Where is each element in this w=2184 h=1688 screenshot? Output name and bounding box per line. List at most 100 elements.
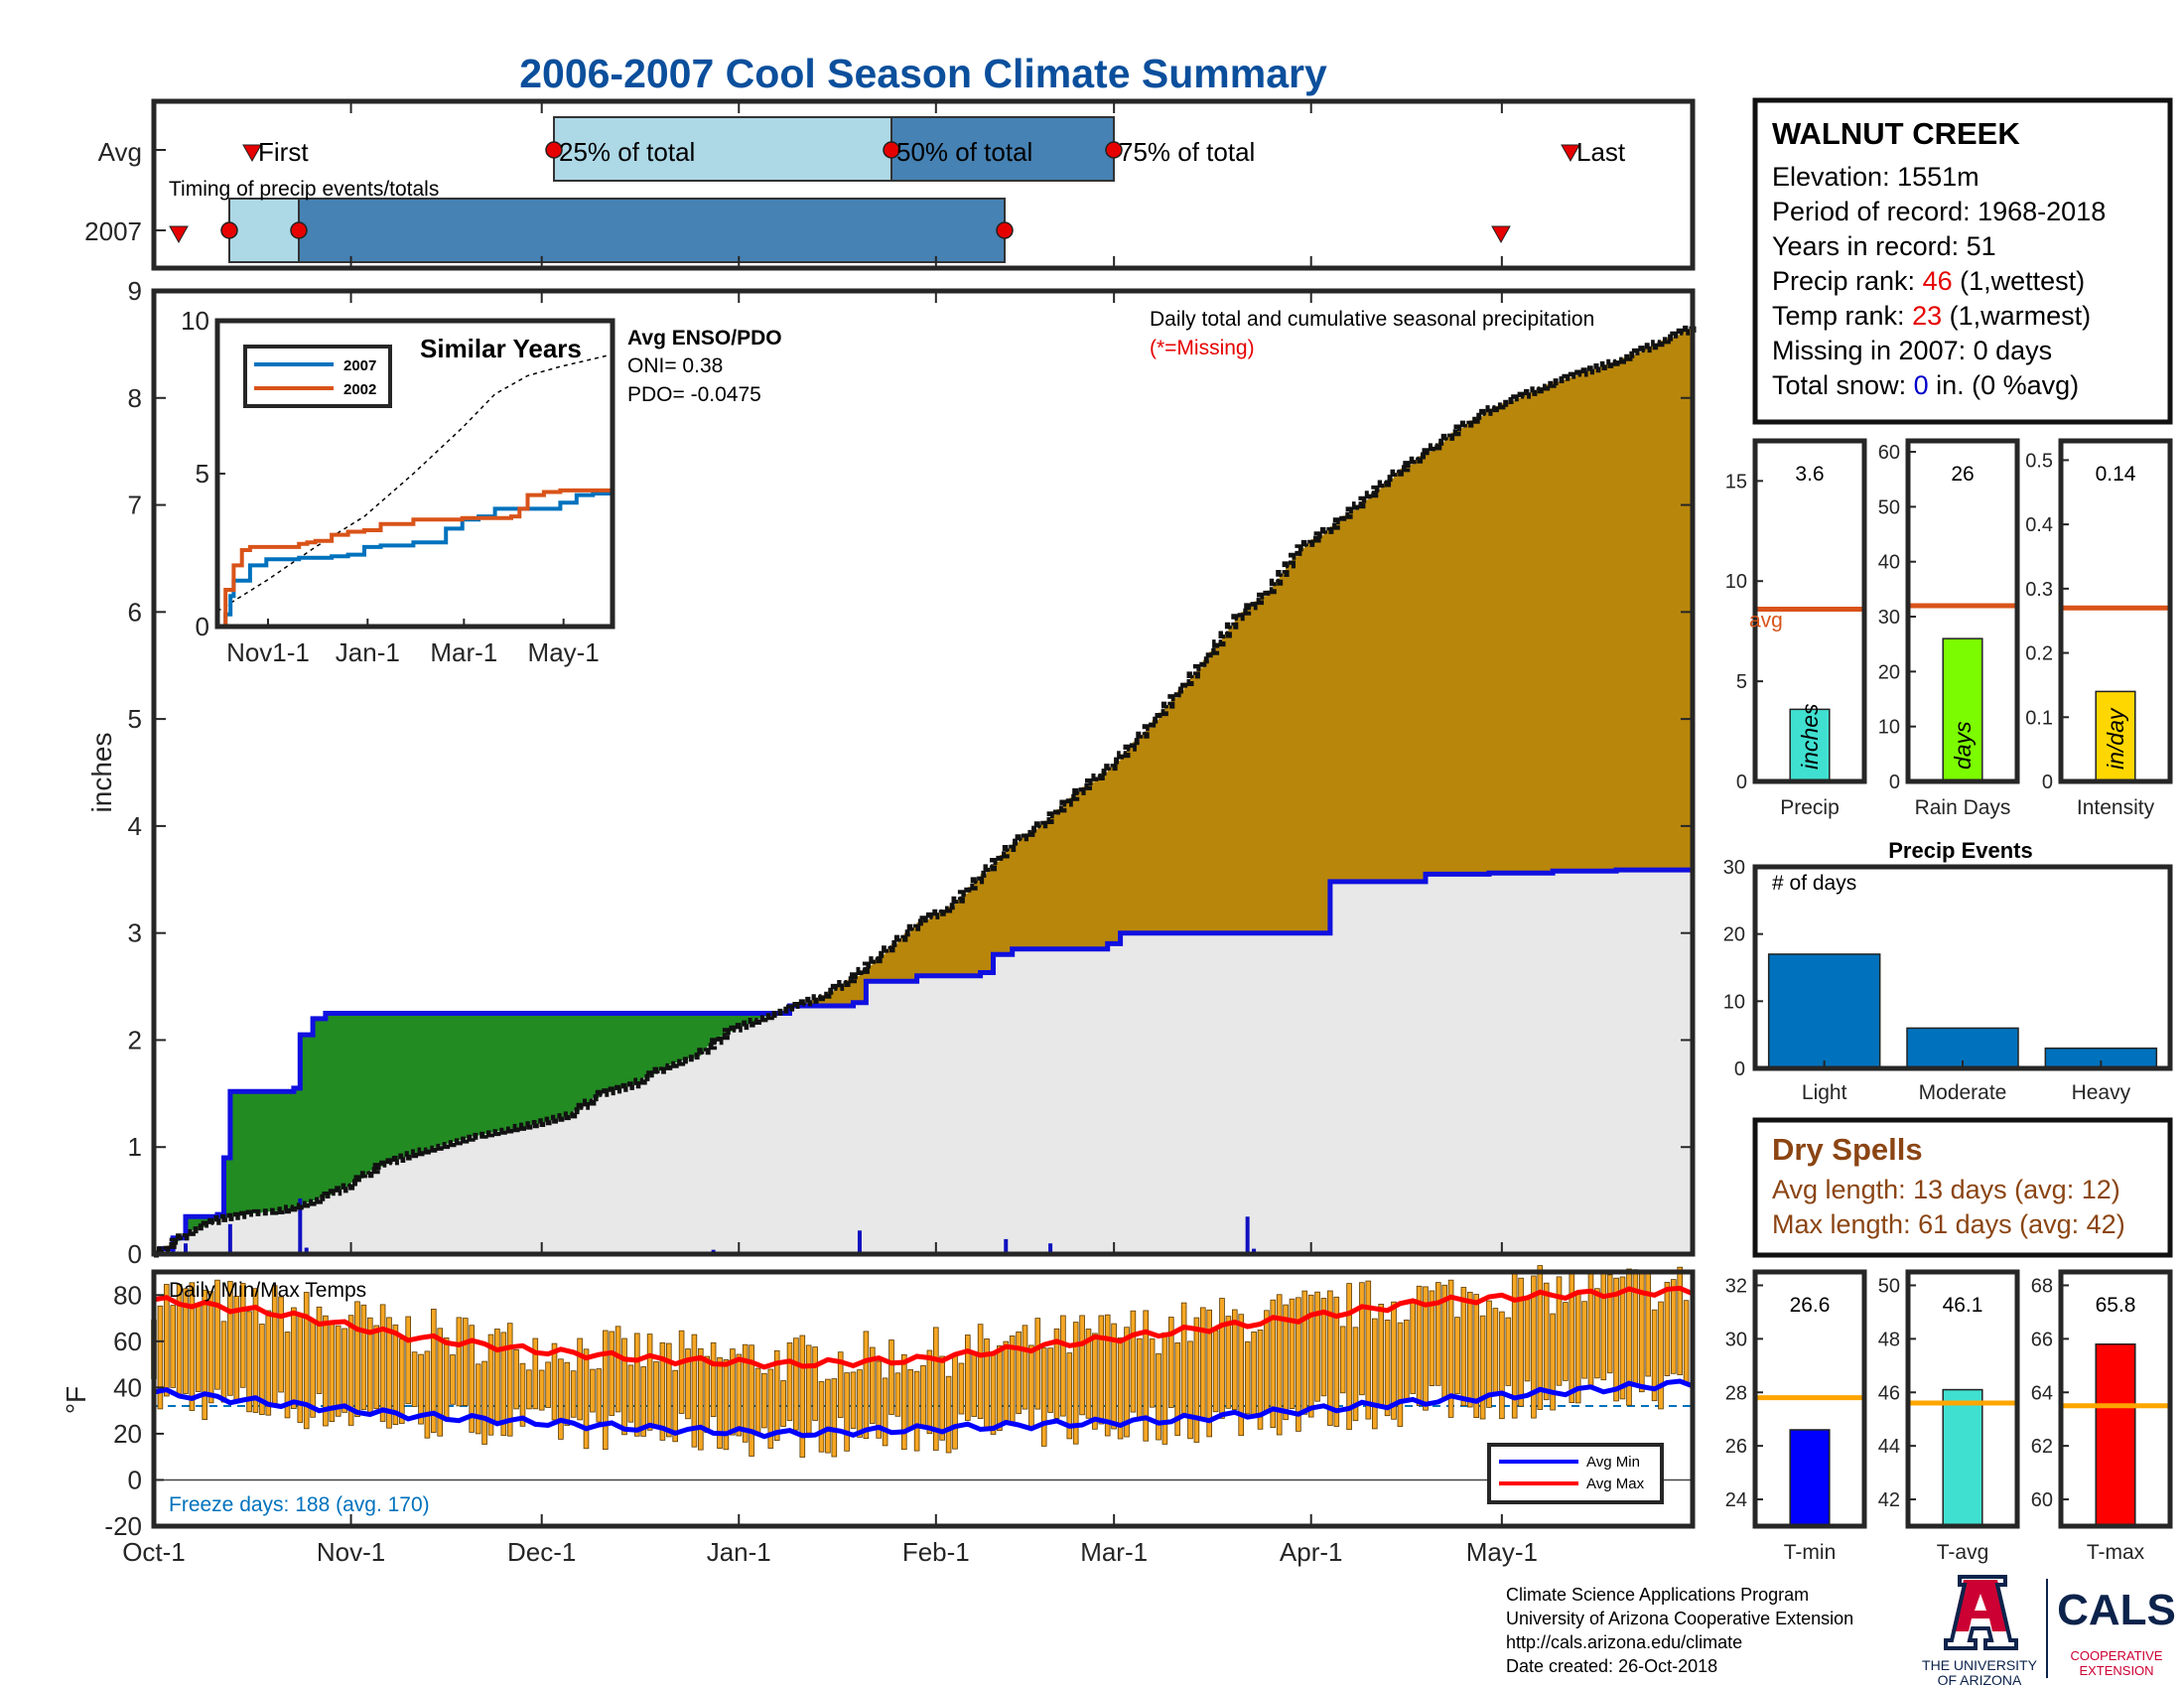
daily-temp-bar	[1276, 1294, 1283, 1436]
mini-chart-bar	[1789, 708, 1831, 782]
daily-temp-bar	[1137, 1337, 1143, 1419]
main-ytick-label: 8	[128, 383, 142, 413]
main-ytick-label: 1	[128, 1132, 142, 1162]
daily-temp-bar	[627, 1364, 634, 1423]
daily-temp-bar	[1518, 1277, 1524, 1407]
daily-temp-bar	[958, 1362, 965, 1415]
timing-row-2007: 2007	[84, 216, 142, 246]
y2007-rest-bar	[298, 198, 1006, 263]
daily-temp-bar	[1187, 1340, 1193, 1440]
daily-temp-bar	[239, 1283, 246, 1388]
inset-legend-2002: 2002	[343, 381, 376, 398]
station-precip-rank: Precip rank: 46 (1,wettest)	[1772, 266, 2085, 296]
avg-25pct-label: 25% of total	[559, 137, 695, 167]
temperature-panel: 80 60 40 20 0 -20 Oct-1 Nov-1 Dec-1 Jan-1 Feb-1 Ma…	[61, 1265, 1696, 1567]
average-cumulative-line	[154, 867, 1696, 1257]
footer-line-3: http://cals.arizona.edu/climate	[1506, 1632, 1742, 1652]
mini-chart-frame	[1752, 1269, 1867, 1529]
daily-temp-bar	[1270, 1299, 1277, 1428]
daily-temp-bar	[1333, 1296, 1340, 1427]
mini-chart-frame	[1905, 438, 2020, 784]
events-ytick-label: 20	[1723, 924, 1745, 946]
main-ytick-label: 7	[128, 491, 142, 520]
events-bars	[1767, 953, 2158, 1069]
daily-temp-bar	[411, 1351, 418, 1407]
daily-temp-bar	[506, 1323, 513, 1437]
dry-spells-box: Dry Spells Avg length: 13 days (avg: 12)…	[1752, 1117, 2173, 1258]
daily-temp-bar	[945, 1375, 952, 1454]
figure-title: 2006-2007 Cool Season Climate Summary	[519, 51, 1327, 96]
month-label: Nov-1	[317, 1537, 385, 1567]
mini-chart-category-label: T-min	[1784, 1541, 1837, 1564]
season-temps-mini-charts: 24 26 28 30 32 26.6 T-min 42 44 46 48 50 46.1 T-avg 60…	[1725, 1269, 2173, 1564]
mini-chart-ytick-label: 0.2	[2025, 643, 2053, 665]
daily-temp-bar	[259, 1324, 265, 1415]
avg-last-label: Last	[1576, 137, 1626, 167]
mini-chart-ytick-label: 64	[2031, 1382, 2053, 1404]
mini-chart-bar	[2095, 1343, 2136, 1527]
cumulative-above-average-fill	[166, 326, 1693, 1249]
daily-temp-bar	[672, 1369, 678, 1443]
mini-chart-ytick-label: 48	[1878, 1329, 1900, 1350]
y2007-last-marker	[1491, 225, 1511, 244]
daily-temp-bar	[379, 1304, 386, 1422]
daily-temp-range-bars	[151, 1265, 1690, 1458]
daily-temp-bar	[837, 1351, 844, 1418]
daily-temp-bar	[1563, 1302, 1569, 1381]
daily-temp-bar	[570, 1370, 577, 1418]
daily-temp-bar	[1492, 1308, 1499, 1395]
daily-temp-bar	[1606, 1274, 1613, 1374]
mini-chart-ytick-label: 10	[1725, 571, 1747, 593]
daily-temp-bar	[1639, 1270, 1645, 1393]
avg-first-quarter-bar	[553, 116, 892, 182]
month-label: Feb-1	[902, 1537, 970, 1567]
daily-temp-bar	[1143, 1310, 1150, 1442]
precip-rank-value: 46	[1923, 266, 1953, 296]
timing-panel: Avg 2007 Timing of precip events/totals …	[84, 98, 1696, 271]
daily-temp-bar	[640, 1366, 646, 1437]
daily-temp-bar	[1587, 1269, 1594, 1387]
daily-temp-bar	[965, 1335, 971, 1421]
mini-chart-ytick-label: 24	[1725, 1489, 1747, 1511]
daily-temp-bar	[1600, 1271, 1607, 1381]
daily-temp-bar	[1473, 1294, 1480, 1418]
mini-chart-frame	[2058, 438, 2173, 784]
daily-temp-bar	[894, 1372, 901, 1417]
daily-temp-bar	[698, 1347, 704, 1451]
mini-chart-frame	[1905, 1269, 2020, 1529]
daily-temp-bar	[170, 1305, 177, 1388]
daily-temp-bar	[437, 1328, 443, 1437]
temp-ylabel: °F	[61, 1386, 91, 1414]
daily-temp-bar	[1435, 1282, 1441, 1386]
daily-temp-bar	[303, 1292, 310, 1430]
daily-temp-bar	[773, 1349, 780, 1442]
temp-plot-frame	[151, 1269, 1696, 1529]
daily-temp-bar	[538, 1369, 545, 1411]
daily-precip-bar	[184, 1243, 189, 1254]
daily-temp-bar	[487, 1334, 494, 1436]
daily-precip-bar	[1048, 1243, 1053, 1254]
station-elevation: Elevation: 1551m	[1772, 162, 1979, 192]
daily-temp-bar	[1543, 1282, 1550, 1401]
daily-temp-bar	[373, 1325, 379, 1410]
mini-chart-ytick-label: 10	[1878, 717, 1900, 739]
month-label: Jan-1	[707, 1537, 771, 1567]
daily-temp-bar	[577, 1337, 583, 1421]
temp-rank-suffix: (1,warmest)	[1942, 301, 2091, 331]
daily-temp-bar	[297, 1315, 304, 1423]
university-of-arizona-logo: THE UNIVERSITY OF ARIZONA	[1922, 1575, 2038, 1688]
station-info-box: WALNUT CREEK Elevation: 1551m Period of …	[1752, 97, 2173, 425]
station-info-frame	[1752, 97, 2173, 425]
daily-temp-bar	[1232, 1309, 1238, 1411]
mini-chart-unit-label: inches	[1797, 703, 1823, 770]
daily-precip-bar	[304, 1247, 309, 1254]
events-ytick-label: 30	[1723, 857, 1745, 879]
daily-temp-bar	[291, 1307, 297, 1409]
mini-chart-ytick-label: 15	[1725, 471, 1747, 492]
avg-50pct-marker	[883, 141, 900, 159]
temp-rank-value: 23	[1912, 301, 1942, 331]
daily-temp-bar	[1111, 1323, 1117, 1430]
month-label: Apr-1	[1280, 1537, 1343, 1567]
main-ytick-label: 0	[128, 1239, 142, 1269]
events-axes: Light Moderate Heavy 0 10 20 30	[1723, 857, 2131, 1104]
